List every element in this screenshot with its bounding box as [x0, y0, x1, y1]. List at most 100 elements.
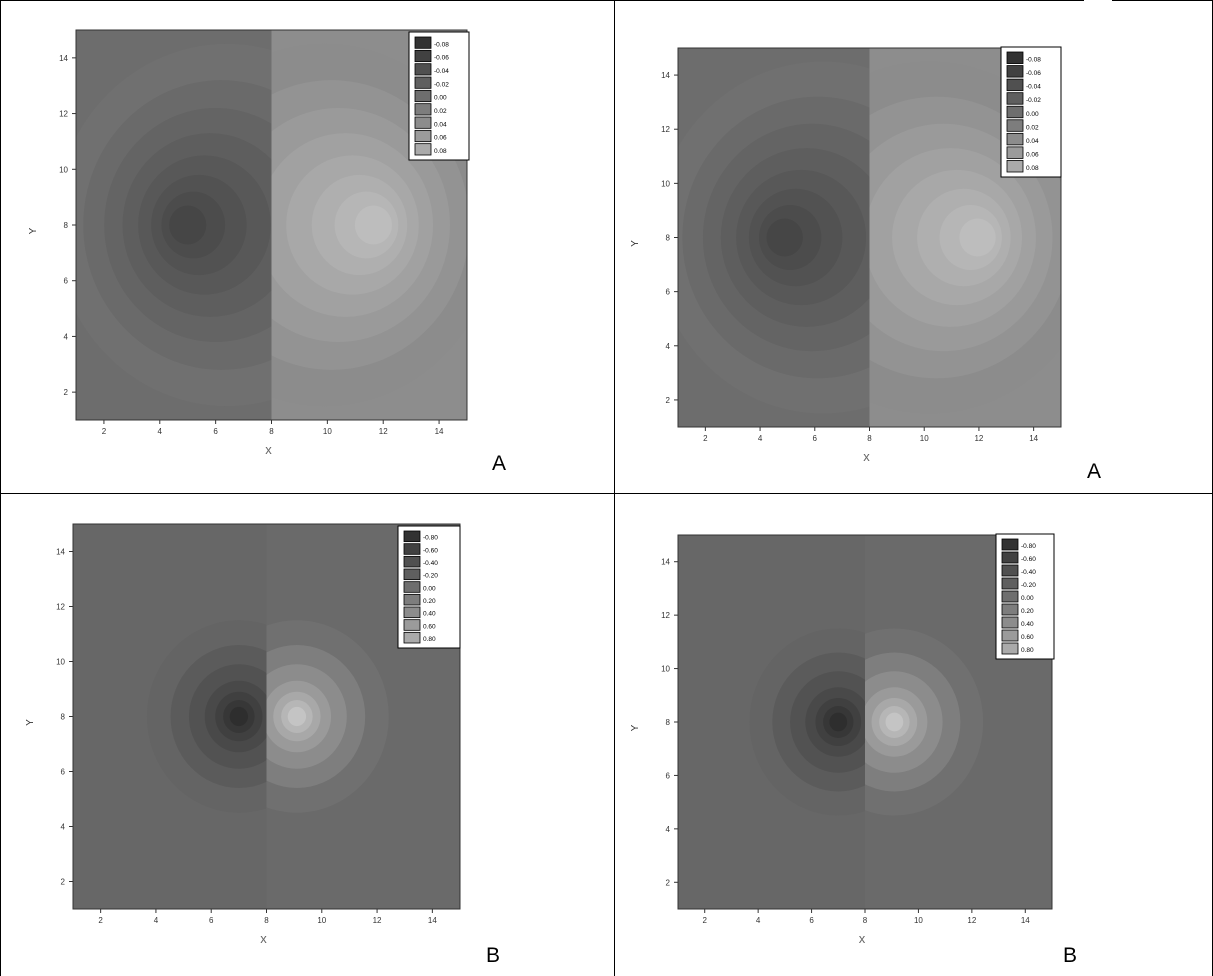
legend-label: 0.02 [1026, 124, 1039, 131]
y-tick-label: 12 [56, 603, 65, 612]
y-tick-label: 14 [661, 558, 670, 567]
x-tick-label: 2 [702, 916, 707, 925]
x-tick-label: 14 [1029, 434, 1038, 443]
legend-swatch [1006, 78, 1024, 92]
x-tick-label: 2 [102, 427, 107, 436]
y-tick-label: 6 [666, 771, 671, 780]
legend-swatch [1001, 629, 1019, 642]
x-tick-label: 6 [813, 434, 818, 443]
legend-swatch [403, 568, 421, 581]
legend-swatch [1006, 132, 1024, 146]
legend-swatch [414, 89, 432, 103]
legend-label: 0.04 [1026, 138, 1039, 145]
x-tick-label: 4 [756, 916, 761, 925]
legend-label: 0.04 [434, 121, 447, 128]
legend-label: -0.80 [423, 535, 438, 542]
legend-swatch [1001, 642, 1019, 655]
x-tick-label: 12 [967, 916, 976, 925]
x-tick-label: 4 [154, 916, 159, 925]
x-tick-label: 8 [867, 434, 872, 443]
y-tick-label: 2 [64, 388, 69, 397]
heatmap-svg: 2 4 6 8 10 12 14 2 4 6 8 10 12 14 x Y -0.80 -0.60 -0.40 -0.… [630, 533, 1055, 946]
x-tick-label: 2 [703, 434, 708, 443]
y-tick-label: 12 [661, 611, 670, 620]
legend-swatch [414, 143, 432, 156]
x-tick-label: 14 [428, 916, 437, 925]
legend-label: 0.00 [1026, 111, 1039, 118]
positive-contour-band [885, 712, 904, 732]
legend-label: 0.80 [423, 636, 436, 643]
x-tick-label: 8 [863, 916, 868, 925]
y-axis-label: Y [630, 240, 641, 247]
y-axis-label: Y [28, 227, 39, 234]
x-tick-label: 6 [213, 427, 218, 436]
y-tick-label: 12 [661, 125, 670, 134]
y-tick-label: 8 [64, 221, 69, 230]
legend-label: 0.80 [1021, 647, 1034, 654]
legend-label: -0.04 [434, 68, 449, 75]
positive-contour-band [354, 205, 393, 245]
legend-label: 0.60 [1021, 634, 1034, 641]
legend-swatch [403, 581, 421, 593]
legend-label: 0.00 [434, 95, 447, 102]
x-tick-label: 10 [914, 916, 923, 925]
y-tick-label: 4 [666, 825, 671, 834]
legend-swatch [403, 543, 421, 555]
legend-swatch [414, 116, 432, 129]
legend-swatch [414, 129, 432, 143]
negative-contour-band [169, 205, 207, 245]
y-tick-label: 4 [61, 823, 66, 832]
positive-contour-band [287, 706, 307, 727]
x-tick-label: 12 [373, 916, 382, 925]
y-tick-label: 4 [64, 332, 69, 341]
y-tick-label: 14 [56, 548, 65, 557]
legend-label: -0.60 [423, 547, 438, 554]
y-tick-label: 10 [59, 165, 68, 174]
legend-swatch [414, 49, 432, 63]
legend-swatch [1001, 603, 1019, 616]
grid-border-middle [614, 0, 615, 976]
legend-swatch [414, 76, 432, 89]
panel-label-a-right: A [1087, 460, 1102, 483]
legend-swatch [1006, 51, 1024, 64]
legend-label: -0.02 [434, 81, 449, 88]
legend-label: -0.08 [1026, 57, 1041, 64]
legend-label: 0.02 [434, 108, 447, 115]
legend-swatch [414, 63, 432, 76]
legend-swatch [1001, 590, 1019, 603]
panel-label-a-left: A [492, 452, 507, 475]
legend-label: 0.20 [423, 598, 436, 605]
legend-swatch [414, 36, 432, 49]
legend-label: -0.40 [1021, 569, 1036, 576]
x-tick-label: 12 [974, 434, 983, 443]
x-tick-label: 6 [209, 916, 214, 925]
legend-label: -0.60 [1021, 556, 1036, 563]
y-tick-label: 6 [64, 277, 69, 286]
legend-swatch [1006, 65, 1024, 78]
x-tick-label: 8 [269, 427, 274, 436]
x-tick-label: 10 [920, 434, 929, 443]
legend-label: -0.80 [1021, 543, 1036, 550]
negative-contour-band [229, 706, 249, 727]
legend-swatch [1001, 551, 1019, 564]
legend-label: 0.60 [423, 623, 436, 630]
legend-label: 0.00 [1021, 595, 1034, 602]
heatmap-svg: 2 4 6 8 10 12 14 2 4 6 8 10 12 14 x Y -0.80 -0.60 -0.40 -0.… [25, 523, 461, 946]
legend-swatch [403, 530, 421, 543]
panel-label-b-left: B [486, 944, 501, 967]
x-tick-label: 14 [1021, 916, 1030, 925]
x-axis-label: x [863, 449, 870, 464]
y-tick-label: 14 [661, 71, 670, 80]
x-tick-label: 10 [317, 916, 326, 925]
y-tick-label: 10 [661, 179, 670, 188]
y-tick-label: 2 [666, 878, 671, 887]
legend-swatch [414, 103, 432, 116]
heatmap-panel-top-right: 2 4 6 8 10 12 14 2 4 6 8 10 12 14 x Y -0.08 -0.06 -0.04 -0.… [615, 0, 1212, 493]
heatmap-panel-bottom-right: 2 4 6 8 10 12 14 2 4 6 8 10 12 14 x Y -0.80 -0.60 -0.40 -0.… [615, 494, 1212, 976]
legend-label: -0.06 [434, 55, 449, 62]
x-tick-label: 14 [435, 427, 444, 436]
legend-label: 0.40 [1021, 621, 1034, 628]
heatmap-panel-top-left: 2 4 6 8 10 12 14 2 4 6 8 10 12 14 x Y -0.08 -0.06 -0.04 -0.… [0, 0, 614, 493]
panel-label-b-right: B [1063, 944, 1078, 967]
